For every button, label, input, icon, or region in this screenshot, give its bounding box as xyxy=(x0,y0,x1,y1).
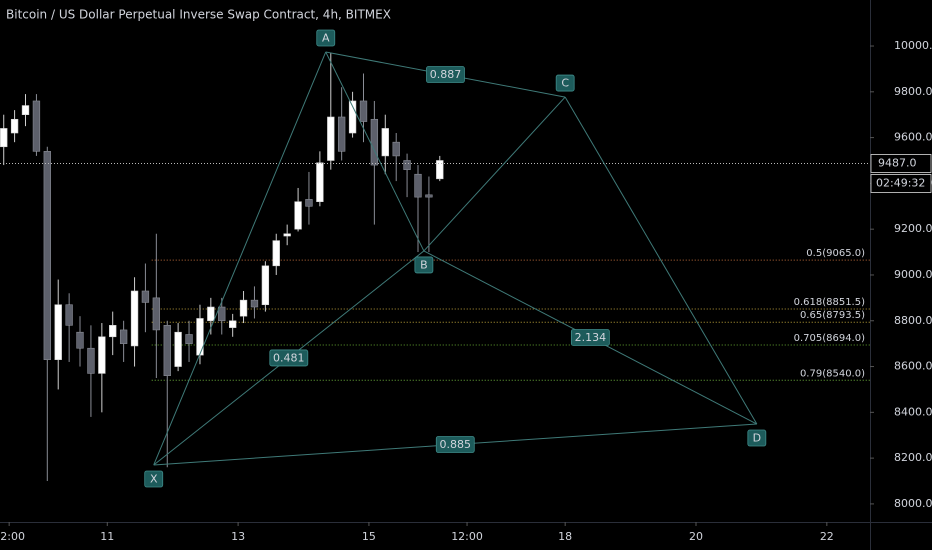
y-tick-label: 8400.0 xyxy=(894,405,932,418)
point-box xyxy=(747,429,767,447)
x-tick-label: 13 xyxy=(231,530,245,543)
pattern-leg xyxy=(325,51,425,252)
chart-title: Bitcoin / US Dollar Perpetual Inverse Sw… xyxy=(6,8,391,22)
pattern-leg xyxy=(423,96,566,252)
x-tick-label: 15 xyxy=(362,530,376,543)
candle-body xyxy=(316,162,324,203)
x-tick-label: 11 xyxy=(100,530,114,543)
y-tick-label: 8000.0 xyxy=(894,497,932,510)
candle-body xyxy=(10,118,19,134)
ratio-label: 2.134 xyxy=(575,331,607,344)
candle-body xyxy=(141,290,150,303)
point-box xyxy=(414,256,434,274)
candle-body xyxy=(392,141,400,157)
pattern-leg xyxy=(564,96,758,425)
countdown-box xyxy=(870,174,932,193)
candle-body xyxy=(207,306,215,322)
candle-body xyxy=(229,320,237,328)
candle-body xyxy=(283,233,291,237)
candle-body xyxy=(54,304,62,360)
candle-body xyxy=(32,100,41,152)
x-tick-label: 20 xyxy=(689,530,703,543)
fib-label: 0.705(8694.0) xyxy=(794,333,866,344)
ratio-label: 0.885 xyxy=(440,438,472,451)
y-tick-label: 9600.0 xyxy=(894,131,932,144)
y-tick-label: 10000.0 xyxy=(894,39,932,52)
x-tick-label: 12:00 xyxy=(451,530,483,543)
pattern-leg xyxy=(153,51,327,466)
candle-body xyxy=(65,304,73,326)
candle-body xyxy=(43,151,51,360)
ratio-label: 0.481 xyxy=(273,351,305,364)
last-price-label: 9487.0 xyxy=(878,156,917,169)
candle-body xyxy=(0,128,8,148)
fib-label: 0.5(9065.0) xyxy=(806,248,865,259)
point-box xyxy=(144,470,164,488)
candle-body xyxy=(174,331,182,367)
candle-body xyxy=(76,331,84,349)
candle-body xyxy=(21,105,30,116)
x-tick-label: 22 xyxy=(820,530,834,543)
y-tick-label: 9800.0 xyxy=(894,85,932,98)
candle-body xyxy=(152,297,161,331)
candle-body xyxy=(327,116,335,161)
candle-body xyxy=(370,118,379,166)
y-tick-label: 9000.0 xyxy=(894,268,932,281)
y-tick-label: 9200.0 xyxy=(894,222,932,235)
candle-body xyxy=(218,306,226,322)
candle-body xyxy=(261,265,270,306)
candle-body xyxy=(381,128,389,157)
candle-body xyxy=(163,325,171,377)
point-label: X xyxy=(150,472,158,485)
candle-body xyxy=(87,347,95,374)
candle-body xyxy=(305,199,313,207)
point-label: B xyxy=(420,258,428,271)
last-price-box xyxy=(870,154,932,173)
countdown-label: 02:49:32 xyxy=(876,176,925,189)
candle-body xyxy=(272,240,280,267)
y-tick-label: 8800.0 xyxy=(894,314,932,327)
candle-body xyxy=(359,100,368,122)
candle-body xyxy=(436,160,444,180)
point-label: A xyxy=(322,31,330,44)
y-tick-label: 8600.0 xyxy=(894,360,932,373)
candle-body xyxy=(239,299,248,317)
candle-body xyxy=(414,173,422,198)
candle-body xyxy=(119,329,128,344)
candle-body xyxy=(250,299,259,308)
candle-body xyxy=(109,325,117,338)
fib-label: 0.618(8851.5) xyxy=(794,297,866,308)
fib-label: 0.79(8540.0) xyxy=(800,368,865,379)
x-tick-label: 18 xyxy=(558,530,572,543)
candle-body xyxy=(403,160,411,170)
point-label: D xyxy=(753,432,761,445)
point-label: C xyxy=(561,77,569,90)
ratio-box xyxy=(570,329,610,346)
ratio-box xyxy=(269,349,309,367)
ratio-box xyxy=(435,436,475,453)
candle-body xyxy=(337,116,346,152)
point-box xyxy=(316,29,336,47)
candle-body xyxy=(425,194,433,198)
candle-body xyxy=(185,334,193,344)
ratio-box xyxy=(426,66,465,83)
ratio-label: 0.887 xyxy=(430,68,462,81)
x-tick-label: 12:00 xyxy=(0,530,25,543)
candle-body xyxy=(294,201,302,230)
candle-body xyxy=(130,290,139,347)
fib-label: 0.65(8793.5) xyxy=(800,310,865,321)
candle-body xyxy=(98,336,106,374)
y-tick-label: 8200.0 xyxy=(894,451,932,464)
point-box xyxy=(555,74,575,92)
candle-body xyxy=(348,100,357,134)
